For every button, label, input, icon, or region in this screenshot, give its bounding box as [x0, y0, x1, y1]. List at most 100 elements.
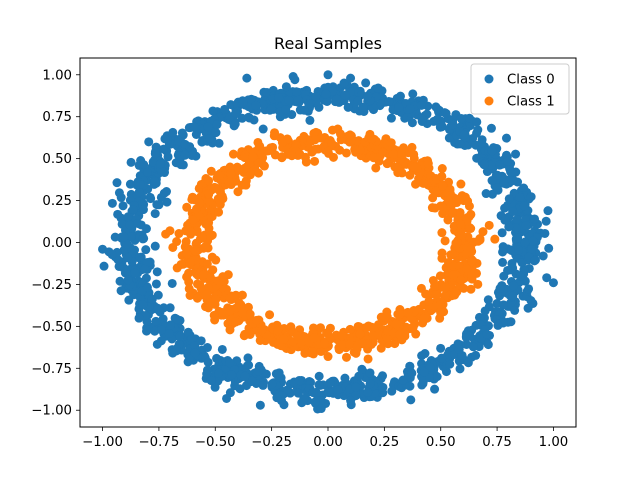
data-point: [463, 358, 473, 368]
data-point: [524, 284, 534, 294]
data-point: [432, 114, 442, 124]
data-point: [98, 244, 108, 254]
data-point: [437, 164, 447, 174]
data-point: [214, 138, 224, 148]
data-point: [147, 294, 157, 304]
data-point: [154, 200, 164, 210]
data-point: [206, 166, 216, 176]
data-point: [321, 89, 331, 99]
data-point: [180, 139, 190, 149]
data-point: [258, 380, 268, 390]
data-point: [328, 125, 338, 135]
data-point: [150, 326, 160, 336]
data-point: [395, 310, 405, 320]
data-point: [416, 100, 426, 110]
data-point: [323, 146, 333, 156]
x-tick-label: −1.00: [82, 435, 123, 450]
data-point: [287, 151, 297, 161]
data-point: [411, 329, 421, 339]
data-point: [509, 281, 519, 291]
data-point: [371, 163, 381, 173]
data-point: [206, 376, 216, 386]
data-point: [495, 283, 505, 293]
data-point: [203, 357, 213, 367]
data-point: [211, 255, 221, 265]
data-point: [430, 281, 440, 291]
data-point: [520, 237, 530, 247]
data-point: [370, 388, 380, 398]
data-point: [480, 306, 490, 316]
data-point: [436, 201, 446, 211]
data-point: [358, 102, 368, 112]
data-point: [300, 152, 310, 162]
data-point: [233, 187, 243, 197]
data-point: [504, 194, 514, 204]
data-point: [123, 253, 133, 263]
data-point: [448, 270, 458, 280]
data-point: [152, 267, 162, 277]
data-point: [215, 170, 225, 180]
data-point: [186, 227, 196, 237]
data-point: [406, 395, 416, 405]
data-point: [279, 334, 289, 344]
data-point: [307, 147, 317, 157]
data-point: [150, 241, 160, 251]
data-point: [440, 283, 450, 293]
data-point: [114, 188, 124, 198]
data-point: [184, 277, 194, 287]
data-point: [232, 162, 242, 172]
data-point: [168, 348, 178, 358]
data-point: [194, 198, 204, 208]
data-point: [202, 290, 212, 300]
data-point: [322, 328, 332, 338]
data-point: [228, 149, 238, 159]
data-point: [503, 156, 513, 166]
data-point: [225, 325, 235, 335]
data-point: [316, 346, 326, 356]
data-point: [462, 264, 472, 274]
data-point: [405, 361, 415, 371]
data-point: [172, 314, 182, 324]
data-point: [378, 382, 388, 392]
y-tick-label: −0.25: [31, 278, 72, 293]
data-point: [519, 201, 529, 211]
x-tick-label: 0.50: [426, 435, 456, 450]
data-point: [335, 129, 345, 139]
data-point: [353, 96, 363, 106]
data-point: [272, 393, 282, 403]
data-point: [263, 146, 273, 156]
data-point: [238, 98, 248, 108]
data-point: [308, 388, 318, 398]
data-point: [478, 227, 488, 237]
data-point: [311, 92, 321, 102]
data-point: [431, 290, 441, 300]
data-point: [176, 160, 186, 170]
data-point: [203, 188, 213, 198]
data-point: [172, 237, 182, 247]
data-point: [499, 271, 509, 281]
data-point: [376, 343, 386, 353]
data-point: [432, 372, 442, 382]
data-point: [445, 359, 455, 369]
data-point: [226, 100, 236, 110]
data-point: [222, 393, 232, 403]
data-point: [492, 183, 502, 193]
data-point: [185, 291, 195, 300]
data-point: [433, 104, 443, 114]
data-point: [225, 306, 235, 316]
data-point: [363, 387, 373, 397]
data-point: [340, 373, 350, 383]
data-point: [244, 360, 254, 370]
data-point: [345, 324, 355, 334]
data-point: [141, 245, 151, 255]
data-point: [214, 195, 224, 205]
data-point: [435, 271, 445, 281]
legend-box: [470, 63, 570, 115]
data-point: [291, 87, 301, 97]
data-point: [487, 176, 497, 186]
data-point: [168, 127, 178, 137]
data-points: [98, 70, 558, 414]
data-point: [279, 400, 289, 410]
data-point: [445, 185, 455, 195]
